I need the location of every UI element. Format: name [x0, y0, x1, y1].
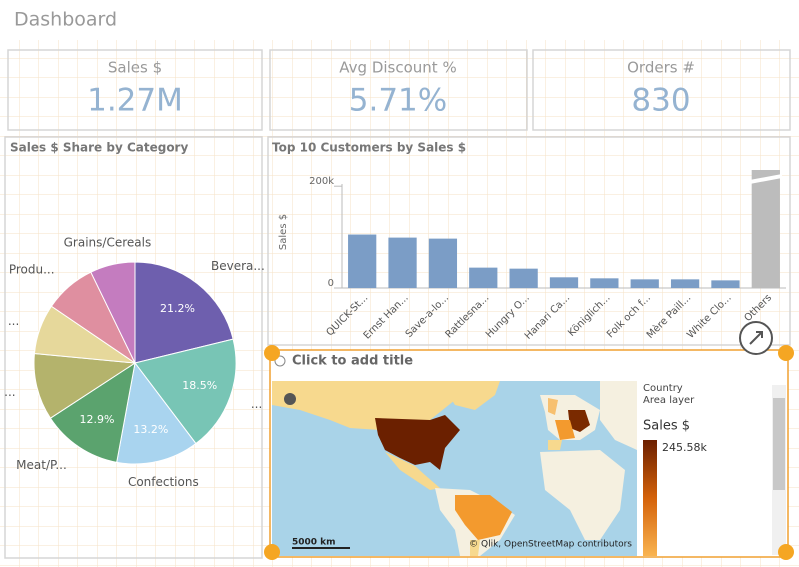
bar — [509, 268, 538, 288]
bar — [630, 279, 659, 288]
category-label: Confections — [128, 475, 199, 489]
kpi-label: Avg Discount % — [339, 59, 456, 77]
value-label: 12.9% — [79, 413, 114, 426]
legend-title: Country — [643, 383, 683, 394]
y-tick-label: 200k — [309, 176, 334, 187]
bar — [670, 279, 700, 288]
value-label: 18.5% — [182, 379, 217, 392]
kpi-panel[interactable] — [7, 49, 263, 131]
bar — [549, 277, 579, 288]
pie-slice — [116, 361, 197, 465]
bar-panel[interactable] — [267, 136, 791, 346]
y-axis-label: Sales $ — [278, 214, 289, 250]
bar — [751, 170, 780, 288]
resize-handles[interactable] — [264, 345, 794, 560]
axis-break — [749, 174, 782, 184]
usa — [375, 415, 460, 470]
panels — [4, 49, 791, 559]
kpi-value: 5.71% — [349, 83, 447, 119]
kpi-panel[interactable] — [532, 49, 791, 131]
value-label: 13.2% — [133, 423, 168, 436]
kpi-label: Orders # — [627, 59, 695, 77]
category-label: ... — [251, 397, 262, 411]
kpi-panel[interactable] — [269, 49, 528, 131]
uk — [548, 398, 558, 415]
attribution: © Qlik, OpenStreetMap contributors — [469, 540, 632, 550]
mexico — [385, 452, 440, 490]
pie-slice — [90, 261, 136, 364]
argentina — [470, 540, 480, 556]
kpi-value: 830 — [631, 83, 690, 119]
scale-label: 5000 km — [292, 538, 336, 548]
africa — [540, 450, 625, 540]
asia — [600, 381, 637, 450]
category-label: Meat/P... — [16, 458, 67, 472]
france — [555, 420, 575, 440]
pie-slice — [49, 361, 136, 463]
bar — [469, 267, 498, 288]
bar — [590, 278, 619, 288]
y-tick-label: 0 — [328, 278, 334, 289]
chart-title: Sales $ Share by Category — [10, 141, 188, 155]
info-icon[interactable] — [284, 393, 296, 405]
brazil — [455, 495, 512, 540]
map[interactable]: 5000 km © Qlik, OpenStreetMap contributo… — [272, 381, 637, 556]
greenland — [440, 381, 500, 410]
expand-icon — [749, 331, 763, 345]
bar — [428, 238, 458, 288]
scroll-thumb[interactable] — [773, 398, 785, 490]
category-label: Produ... — [9, 262, 55, 276]
pie-slice — [33, 352, 137, 419]
legend-gradient — [643, 440, 657, 556]
legend-max: 245.58k — [662, 441, 707, 454]
category-label: Bevera... — [211, 259, 265, 273]
map-panel[interactable]: Click to add title 5000 km © Qlik, OpenS… — [264, 345, 794, 560]
category-label: ... — [8, 314, 19, 328]
category-label: Grains/Cereals — [64, 236, 152, 250]
pie-slice — [134, 261, 234, 364]
kpi-value: 1.27M — [87, 83, 183, 119]
icon — [274, 355, 286, 367]
legend-measure: Sales $ — [643, 419, 690, 434]
map-title[interactable]: Click to add title — [292, 354, 413, 369]
value-label: 21.2% — [160, 302, 195, 315]
bar — [711, 280, 740, 288]
bar — [388, 237, 417, 288]
spain — [548, 440, 562, 450]
legend-layer: Area layer — [643, 395, 695, 406]
sheet-title: Dashboard — [14, 9, 117, 31]
germany — [568, 410, 590, 432]
category-label: ... — [4, 385, 15, 399]
chart-title: Top 10 Customers by Sales $ — [272, 141, 466, 155]
pie-slice — [134, 338, 237, 445]
pie-panel[interactable] — [4, 136, 263, 559]
kpi-label: Sales $ — [108, 59, 162, 77]
bar — [348, 234, 377, 288]
